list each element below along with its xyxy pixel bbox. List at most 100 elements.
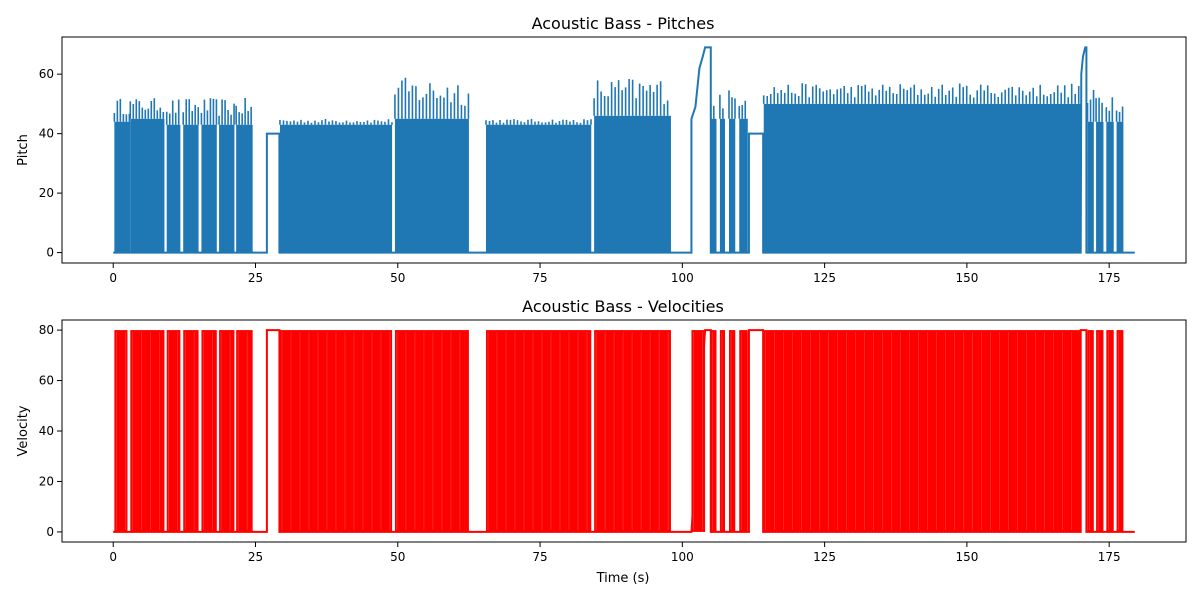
velocities-note-block-13 [719,330,726,532]
velocities-y-tick-label-60: 60 [39,374,54,388]
velocities-y-tick-label-40: 40 [39,424,54,438]
pitches-note-spikes-11 [709,104,715,119]
velocities-note-gaps-6 [237,332,248,530]
pitches-x-tick-label-175: 175 [1098,271,1121,285]
pitches-x-tick-label-50: 50 [390,271,405,285]
pitches-x-tick-label-0: 0 [109,271,117,285]
velocities-note-block-7 [279,330,393,532]
pitches-x-tick-label-75: 75 [532,271,547,285]
pitches-note-spikes-19 [1115,106,1124,122]
pitches-note-spikes-0 [113,98,131,122]
pitches-note-block-5 [219,124,235,253]
pitches-chart-title: Acoustic Bass - Pitches [532,14,715,33]
pitches-note-block-8 [394,118,469,253]
pitches-note-block-3 [183,124,199,253]
velocities-note-gaps-1 [131,332,160,530]
pitches-note-block-17 [1096,121,1104,253]
velocities-chart-title: Acoustic Bass - Velocities [522,297,724,316]
pitches-note-block-4 [201,124,217,253]
velocities-note-gaps-10 [595,332,669,530]
pitches-note-block-16 [1087,121,1094,253]
pitches-plot-area [113,46,1135,254]
velocities-x-tick-label-0: 0 [109,550,117,564]
pitches-note-spikes-14 [738,100,747,119]
velocities-x-tick-label-100: 100 [671,550,694,564]
velocities-note-gaps-11 [693,332,703,530]
velocities-y-tick-label-20: 20 [39,474,54,488]
pitches-note-block-11 [710,118,717,253]
velocities-note-block-12 [710,330,717,532]
velocities-ticks: 0 25 50 75 100 125 150 175 0 20 40 60 80 [39,323,1121,564]
velocities-note-block-10 [594,330,671,532]
velocities-note-block-1 [130,330,165,532]
pitches-x-tick-label-25: 25 [248,271,263,285]
velocities-note-block-15 [739,330,748,532]
pitches-note-block-19 [1116,121,1124,253]
pitches-note-block-6 [236,124,253,253]
velocities-axes-frame [61,319,1187,543]
velocities-note-block-0 [114,330,128,532]
pitches-note-block-13 [729,118,736,253]
pitches-x-tick-label-150: 150 [955,271,978,285]
pitches-x-tick-label-125: 125 [813,271,836,285]
velocities-note-block-11 [691,330,706,532]
pitches-note-spikes-15 [762,83,1080,104]
velocities-note-block-2 [166,330,181,532]
pitches-note-spikes-1 [129,98,165,119]
pitches-note-spikes-18 [1105,97,1114,122]
pitches-note-block-10 [594,115,671,253]
pitches-note-block-9 [485,124,592,253]
velocities-y-tick-label-0: 0 [46,525,54,539]
pitches-note-spikes-6 [235,98,252,125]
velocities-note-gaps-8 [396,332,461,530]
pitches-note-block-18 [1106,121,1114,253]
velocities-note-block-4 [201,330,217,532]
velocities-note-block-5 [219,330,235,532]
pitches-note-block-14 [739,118,748,253]
velocities-note-gaps-7 [281,332,391,530]
velocities-note-gaps-0 [116,332,126,530]
velocities-x-tick-label-25: 25 [248,550,263,564]
pitches-ticks: 0 25 50 75 100 125 150 175 0 20 40 60 [39,67,1121,285]
pitches-note-spikes-12 [719,94,724,119]
velocities-note-block-18 [1096,330,1104,532]
pitches-y-axis-label: Pitch [16,134,31,166]
velocities-note-block-6 [236,330,253,532]
velocities-x-axis-label: Time (s) [596,571,650,586]
pitches-chart: Acoustic Bass - Pitches Pitch 0 25 50 75 100… [16,14,1187,285]
velocities-x-tick-label-50: 50 [390,550,405,564]
velocities-note-block-16 [763,330,1081,532]
pitches-note-block-0 [114,121,131,253]
pitches-y-tick-label-40: 40 [39,127,54,141]
pitches-y-tick-label-0: 0 [46,246,54,260]
velocities-note-gaps-2 [168,332,179,530]
velocities-x-tick-label-75: 75 [532,550,547,564]
velocities-note-block-14 [729,330,736,532]
pitches-note-spikes-13 [728,90,736,119]
velocities-y-axis-label: Velocity [16,405,31,456]
pitches-note-spikes-4 [200,98,218,125]
velocities-note-block-3 [183,330,199,532]
pitches-y-tick-label-20: 20 [39,186,54,200]
velocities-note-block-8 [394,330,469,532]
velocities-note-block-20 [1116,330,1124,532]
velocities-plot-area [113,329,1135,533]
pitches-note-spikes-3 [182,99,200,125]
velocities-note-block-9 [485,330,592,532]
pitches-x-tick-label-100: 100 [671,271,694,285]
pitches-note-block-12 [719,118,726,253]
velocities-x-tick-label-175: 175 [1098,550,1121,564]
velocities-note-gaps-3 [184,332,195,530]
pitches-note-block-1 [130,118,165,253]
pitches-baseline-line [113,46,1135,254]
pitches-note-spikes-17 [1095,97,1103,122]
pitches-note-block-2 [166,124,181,253]
pitches-note-block-15 [763,103,1081,253]
velocities-note-gaps-9 [487,332,588,530]
pitches-note-spikes-9 [485,118,592,125]
velocities-note-gaps-4 [203,332,213,530]
pitches-y-tick-label-60: 60 [39,67,54,81]
velocities-x-tick-label-150: 150 [955,550,978,564]
velocities-x-tick-label-125: 125 [813,550,836,564]
